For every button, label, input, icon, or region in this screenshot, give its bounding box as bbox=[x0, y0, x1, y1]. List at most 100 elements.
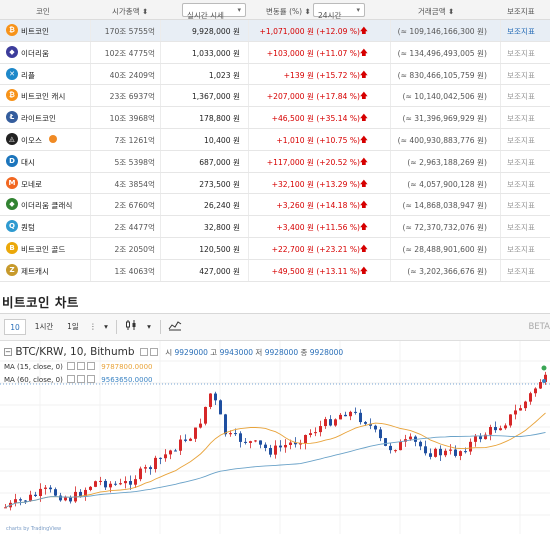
arrow-up-icon: 🡅 bbox=[359, 222, 368, 232]
table-row[interactable]: ◆ 이더리움 102조 4775억 1,033,000 원 +103,000 원… bbox=[0, 41, 550, 64]
coin-name[interactable]: 비트코인 캐시 bbox=[21, 92, 66, 102]
candle-body bbox=[374, 425, 377, 430]
close-icon[interactable] bbox=[87, 362, 96, 370]
coin-name[interactable]: 제트캐시 bbox=[21, 266, 49, 276]
chevron-down-icon[interactable]: ▾ bbox=[104, 322, 108, 331]
coin-name[interactable]: 리플 bbox=[21, 70, 35, 80]
tradingview-credit[interactable]: charts by TradingView bbox=[6, 526, 62, 532]
coin-name[interactable]: 이오스 bbox=[21, 135, 42, 145]
candle-body bbox=[359, 412, 362, 423]
table-body: ₿ 비트코인 170조 5755억 9,928,000 원 +1,071,000… bbox=[0, 20, 550, 282]
ohlc-values: 시 9929000 고 9943000 저 9928000 종 9928000 bbox=[165, 348, 344, 357]
close-icon[interactable] bbox=[149, 348, 158, 356]
aux-indicator-link[interactable]: 보조지표 bbox=[507, 266, 535, 276]
column-divider bbox=[500, 150, 501, 172]
settings-icon[interactable] bbox=[139, 348, 148, 356]
more-intervals-button[interactable]: ⋮ bbox=[89, 322, 97, 331]
candle-body bbox=[324, 419, 327, 427]
column-divider bbox=[248, 237, 249, 259]
price-value: 1,367,000 원 bbox=[191, 92, 240, 102]
coin-name[interactable]: 모네로 bbox=[21, 179, 42, 189]
column-divider bbox=[500, 41, 501, 63]
aux-indicator-link[interactable]: 보조지표 bbox=[507, 244, 535, 254]
candle-body bbox=[34, 494, 37, 497]
candle-body bbox=[484, 434, 487, 440]
interval-1d-button[interactable]: 1일 bbox=[67, 322, 79, 331]
last-price-dot bbox=[542, 379, 546, 383]
table-row[interactable]: ₿ 비트코인 캐시 23조 6937억 1,367,000 원 +207,000… bbox=[0, 85, 550, 108]
table-row[interactable]: ₿ 비트코인 170조 5755억 9,928,000 원 +1,071,000… bbox=[0, 20, 550, 42]
event-badge-icon bbox=[49, 134, 57, 143]
column-divider bbox=[248, 172, 249, 194]
coin-name[interactable]: 이더리움 클래식 bbox=[21, 201, 73, 211]
table-row[interactable]: Q 퀀텀 2조 4477억 32,800 원 +3,400 원 (+11.56 … bbox=[0, 216, 550, 238]
coin-name[interactable]: 이더리움 bbox=[21, 48, 49, 58]
coin-name[interactable]: 라이트코인 bbox=[21, 114, 56, 124]
volume-value: (≈ 10,140,042,506 원) bbox=[402, 92, 488, 102]
aux-indicator-link[interactable]: 보조지표 bbox=[507, 201, 535, 211]
table-row[interactable]: Z 제트캐시 1조 4063억 427,000 원 +49,500 원 (+13… bbox=[0, 259, 550, 282]
candle-body bbox=[139, 468, 142, 480]
candle-style-icon[interactable] bbox=[122, 319, 140, 335]
collapse-icon[interactable]: − bbox=[4, 348, 12, 356]
market-table: 코인 시가총액 ⬍ 실시간 시세 ▾ 변동률 (%) ⬍ 24시간 ▾ 거래금액… bbox=[0, 0, 550, 282]
table-row[interactable]: B 비트코인 골드 2조 2050억 120,500 원 +22,700 원 (… bbox=[0, 237, 550, 260]
settings-icon[interactable] bbox=[77, 375, 86, 383]
header-change[interactable]: 변동률 (%) ⬍ bbox=[266, 7, 311, 16]
candle-body bbox=[544, 374, 547, 383]
close-icon[interactable] bbox=[87, 375, 96, 383]
candle-body bbox=[304, 435, 307, 444]
header-coin[interactable]: 코인 bbox=[36, 7, 50, 16]
aux-indicator-link[interactable]: 보조지표 bbox=[507, 179, 535, 189]
candle-body bbox=[459, 451, 462, 456]
chart-legend: − BTC/KRW, 10, Bithumb 시 9929000 고 99430… bbox=[4, 346, 343, 358]
chevron-down-icon[interactable]: ▾ bbox=[147, 322, 151, 331]
arrow-up-icon: 🡅 bbox=[359, 178, 368, 188]
column-divider bbox=[390, 128, 391, 150]
price-type-select[interactable]: 실시간 시세 ▾ bbox=[182, 3, 246, 20]
aux-indicator-link[interactable]: 보조지표 bbox=[507, 27, 535, 36]
coin-name[interactable]: 대시 bbox=[21, 157, 35, 167]
table-row[interactable]: D 대시 5조 5398억 687,000 원 +117,000 원 (+20.… bbox=[0, 150, 550, 173]
eye-icon[interactable] bbox=[67, 362, 76, 370]
eye-icon[interactable] bbox=[67, 375, 76, 383]
coin-name[interactable]: 비트코인 골드 bbox=[21, 244, 66, 254]
market-cap-value: 2조 4477억 bbox=[114, 223, 155, 233]
header-volume[interactable]: 거래금액 ⬍ bbox=[418, 7, 455, 16]
change-value: +207,000 원 (+17.84 %) bbox=[266, 92, 360, 102]
period-select[interactable]: 24시간 ▾ bbox=[313, 3, 365, 20]
coin-name[interactable]: 퀀텀 bbox=[21, 223, 35, 233]
table-row[interactable]: ✕ 리플 40조 2409억 1,023 원 +139 원 (+15.72 %)… bbox=[0, 63, 550, 86]
aux-indicator-link[interactable]: 보조지표 bbox=[507, 114, 535, 124]
indicators-icon[interactable] bbox=[165, 319, 185, 335]
candle-body bbox=[294, 442, 297, 445]
aux-indicator-link[interactable]: 보조지표 bbox=[507, 135, 535, 145]
candle-body bbox=[259, 440, 262, 445]
candle-body bbox=[29, 494, 32, 501]
aux-indicator-link[interactable]: 보조지표 bbox=[507, 70, 535, 80]
interval-1h-button[interactable]: 1시간 bbox=[34, 322, 54, 331]
candle-body bbox=[429, 453, 432, 457]
price-value: 32,800 원 bbox=[204, 223, 240, 233]
arrow-up-icon: 🡅 bbox=[359, 113, 368, 123]
table-row[interactable]: Ł 라이트코인 10조 3968억 178,800 원 +46,500 원 (+… bbox=[0, 107, 550, 129]
column-divider bbox=[248, 128, 249, 150]
market-cap-value: 2조 6760억 bbox=[114, 201, 155, 211]
column-divider bbox=[160, 85, 161, 107]
header-market-cap[interactable]: 시가총액 ⬍ bbox=[112, 7, 149, 16]
aux-indicator-link[interactable]: 보조지표 bbox=[507, 48, 535, 58]
candle-body bbox=[174, 450, 177, 452]
column-divider bbox=[500, 63, 501, 85]
coin-name[interactable]: 비트코인 bbox=[21, 27, 49, 36]
interval-10-button[interactable]: 10 bbox=[4, 319, 26, 335]
column-divider bbox=[390, 85, 391, 107]
candlestick-chart[interactable] bbox=[0, 341, 550, 534]
aux-indicator-link[interactable]: 보조지표 bbox=[507, 223, 535, 233]
event-marker[interactable] bbox=[541, 365, 547, 371]
table-row[interactable]: ◬ 이오스 7조 1261억 10,400 원 +1,010 원 (+10.75… bbox=[0, 128, 550, 151]
aux-indicator-link[interactable]: 보조지표 bbox=[507, 157, 535, 167]
table-row[interactable]: ◆ 이더리움 클래식 2조 6760억 26,240 원 +3,260 원 (+… bbox=[0, 194, 550, 217]
settings-icon[interactable] bbox=[77, 362, 86, 370]
aux-indicator-link[interactable]: 보조지표 bbox=[507, 92, 535, 102]
table-row[interactable]: M 모네로 4조 3854억 273,500 원 +32,100 원 (+13.… bbox=[0, 172, 550, 195]
